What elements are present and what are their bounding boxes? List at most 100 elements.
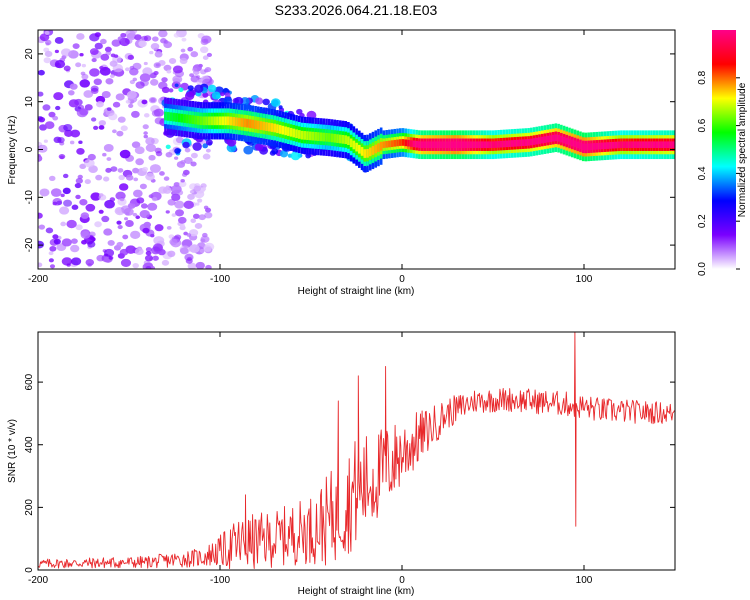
spectrogram-noise-blob	[63, 65, 71, 72]
spectrogram-noise-blob	[205, 264, 212, 269]
spectrogram-noise-blob	[108, 255, 114, 260]
spectrogram-noise-blob	[80, 71, 86, 76]
spectrogram-noise-blob	[57, 137, 65, 144]
spectrogram-noise-blob	[84, 104, 93, 111]
spectrogram-energy-blob	[207, 84, 217, 93]
spectrogram-noise-blob	[48, 111, 56, 118]
spectrogram-band-cell	[210, 116, 214, 126]
spectrogram-noise-blob	[103, 228, 113, 236]
spectrogram-band-cell	[292, 128, 296, 138]
spectrogram-noise-blob	[180, 48, 186, 53]
spectrogram-band-cell	[404, 139, 408, 147]
spectrogram-noise-blob	[122, 234, 129, 240]
spectrogram-noise-blob	[49, 245, 57, 252]
spectrogram-band-cell	[527, 139, 530, 146]
spectrogram-noise-blob	[143, 35, 152, 42]
spectrogram-noise-blob	[177, 216, 187, 224]
spectrogram-band-cell	[172, 112, 175, 122]
spectrogram-band-cell	[390, 140, 394, 147]
spectrogram-band-cell	[565, 137, 569, 145]
spectrogram-noise-blob	[106, 107, 112, 111]
colorbar-label: Normalized spectral amplitude	[737, 82, 748, 217]
spectrogram-noise-blob	[79, 52, 84, 57]
spectrogram-energy-blob	[255, 97, 264, 105]
spectrogram-noise-blob	[200, 183, 207, 189]
spectrogram-noise-blob	[120, 125, 128, 132]
spectrogram-noise-blob	[205, 148, 211, 153]
spectrogram-noise-blob	[179, 57, 188, 65]
spectrogram-band-cell	[562, 136, 566, 144]
spectrogram-noise-blob	[117, 168, 124, 173]
spectrogram-band-cell	[325, 132, 328, 142]
spectrogram-noise-blob	[135, 158, 144, 166]
spectrogram-noise-blob	[54, 49, 59, 54]
spectrogram-noise-blob	[60, 193, 65, 198]
spectrogram-noise-blob	[173, 32, 180, 38]
spectrogram-noise-blob	[200, 69, 207, 75]
spectrogram-noise-blob	[116, 241, 124, 248]
spectrogram-noise-blob	[152, 243, 163, 252]
spectrogram-noise-blob	[79, 79, 91, 88]
spectrogram-noise-blob	[198, 63, 203, 68]
spectrogram-noise-blob	[98, 193, 104, 197]
spectrogram-energy-blob	[296, 108, 303, 115]
spectrogram-y-axis-label: Frequency (Hz)	[7, 116, 18, 185]
spectrogram-band-cell	[246, 118, 249, 128]
spectrogram-noise-blob	[104, 199, 115, 209]
spectrogram-band-cell	[434, 141, 438, 149]
spectrogram-noise-blob	[158, 30, 168, 38]
spectrogram-band-cell	[622, 141, 626, 149]
spectrogram-noise-blob	[52, 234, 59, 240]
spectrogram-noise-blob	[187, 262, 197, 269]
snr-plot-area	[38, 332, 675, 570]
spectrogram-band-cell	[194, 115, 197, 125]
spectrogram-energy-blob	[226, 138, 237, 147]
spectrogram-band-cell	[472, 141, 476, 149]
spectrogram-noise-blob	[133, 189, 143, 198]
spectrogram-energy-blob	[184, 91, 195, 101]
spectrogram-noise-blob	[75, 224, 83, 231]
colorbar-tick-label: 0.0	[697, 262, 708, 276]
spectrogram-noise-blob	[145, 250, 152, 256]
spectrogram-band-cell	[540, 136, 544, 144]
spectrogram-band-cell	[459, 141, 462, 149]
colorbar-tick-label: 0.8	[697, 70, 708, 84]
spectrogram-band-cell	[456, 141, 459, 149]
y-tick-label: 0	[24, 146, 35, 152]
spectrogram-noise-blob	[98, 209, 104, 214]
spectrogram-band-cell	[494, 141, 498, 148]
spectrogram-band-cell	[513, 139, 517, 147]
spectrogram-band-cell	[379, 141, 383, 151]
spectrogram-noise-blob	[202, 55, 209, 60]
spectrogram-energy-blob	[279, 150, 289, 158]
spectrogram-noise-blob	[48, 175, 56, 181]
spectrogram-noise-blob	[38, 240, 45, 249]
spectrogram-noise-blob	[90, 85, 99, 92]
spectrogram-band-cell	[661, 141, 664, 149]
spectrogram-band-cell	[191, 115, 195, 124]
spectrogram-noise-blob	[83, 90, 94, 98]
spectrogram-energy-blob	[270, 98, 281, 107]
spectrogram-noise-blob	[111, 39, 121, 47]
spectrogram-band-cell	[368, 147, 372, 157]
spectrogram-noise-blob	[69, 140, 75, 145]
spectrogram-noise-blob	[204, 211, 213, 219]
spectrogram-energy-blob	[182, 141, 190, 149]
spectrogram-noise-blob	[200, 38, 209, 46]
spectrogram-band-cell	[295, 129, 298, 139]
spectrogram-noise-blob	[125, 30, 136, 39]
spectrogram-band-cell	[409, 140, 413, 147]
spectrogram-energy-blob	[224, 92, 231, 98]
spectrogram-noise-blob	[117, 198, 127, 206]
spectrogram-band-cell	[371, 146, 375, 155]
spectrogram-noise-blob	[171, 193, 181, 202]
spectrogram-noise-blob	[66, 219, 77, 229]
spectrogram-noise-blob	[44, 121, 55, 129]
spectrogram-noise-blob	[39, 33, 50, 42]
spectrogram-noise-blob	[142, 227, 150, 234]
spectrogram-noise-blob	[68, 90, 75, 96]
spectrogram-noise-blob	[79, 163, 87, 170]
spectrogram-noise-blob	[132, 212, 138, 217]
spectrogram-noise-blob	[166, 69, 172, 74]
